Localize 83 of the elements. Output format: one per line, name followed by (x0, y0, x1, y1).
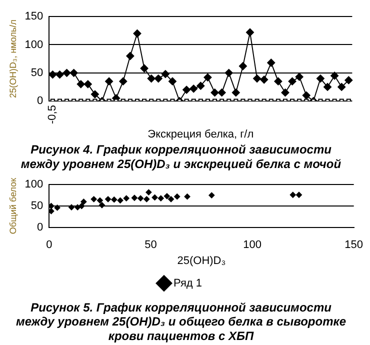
point (152, 194, 158, 200)
point (126, 52, 134, 60)
point (123, 195, 130, 202)
point (174, 194, 180, 200)
point (144, 196, 150, 202)
point (78, 203, 85, 209)
text: Рисунок 5. График корреляционной зависимости между уровнем 25(OH)D₃ и общего белка в сыворотке крови пациентов с ХБП (16, 300, 346, 344)
y-tick-label: 100 (24, 178, 44, 191)
point (344, 76, 353, 84)
point (105, 196, 112, 202)
y-tick-label: 50 (30, 66, 44, 79)
point (140, 64, 148, 72)
point (316, 74, 324, 83)
point (302, 91, 310, 100)
point (96, 197, 103, 204)
point (98, 202, 105, 208)
point (158, 195, 164, 202)
y-tick-label: 150 (24, 10, 44, 23)
point (111, 196, 118, 203)
point (288, 77, 296, 86)
point (296, 192, 302, 198)
y-tick-label: 0 (37, 95, 44, 108)
point (154, 74, 162, 83)
point (274, 77, 282, 86)
point (90, 90, 99, 98)
y-axis-title: 25(OH)D₃, нмоль/л (8, 20, 18, 98)
point (146, 189, 152, 196)
point (164, 193, 170, 200)
point (218, 88, 226, 97)
point (208, 192, 215, 198)
point (210, 88, 219, 97)
point (74, 204, 81, 210)
point (80, 198, 87, 205)
point (267, 58, 276, 67)
point (196, 82, 205, 90)
point (84, 80, 92, 88)
point (56, 70, 64, 79)
point (70, 68, 78, 77)
point (119, 77, 128, 86)
y-tick-label: 0 (37, 221, 44, 234)
point (295, 72, 304, 81)
x-tick-label: 100 (243, 239, 262, 252)
point (49, 203, 54, 209)
point (49, 208, 54, 214)
point (338, 82, 346, 91)
point (117, 197, 124, 204)
point (138, 195, 144, 202)
point (224, 68, 233, 77)
point (90, 196, 97, 202)
point (182, 86, 191, 94)
x-axis-title: 25(OH)D₃ (177, 255, 226, 268)
point (290, 192, 296, 198)
point (253, 74, 262, 83)
x-tick-label: 0 (46, 239, 52, 252)
point (105, 77, 114, 86)
point (168, 196, 174, 202)
x-tick-label: 50 (144, 239, 157, 252)
point (76, 80, 85, 88)
point (281, 88, 290, 97)
point (147, 74, 156, 83)
point (48, 70, 57, 79)
x-tick-label: 150 (344, 239, 364, 252)
y-axis-title: Общий белок (8, 178, 18, 234)
point (204, 73, 212, 82)
text: Рисунок 4. График корреляционной зависимости между уровнем 25(OH)D₃ и экскрецией белка с мочой (20, 142, 342, 172)
point (184, 194, 190, 200)
point (238, 62, 247, 70)
x-axis-title: Экскреция белка, г/л (148, 128, 254, 141)
x-tick-label: -0,5 (46, 105, 59, 124)
point (54, 204, 60, 211)
point (68, 204, 74, 210)
y-tick-label: 100 (24, 38, 44, 51)
y-tick-label: 50 (30, 200, 44, 212)
point (131, 194, 138, 201)
point (232, 88, 240, 97)
point (168, 77, 176, 86)
point (330, 72, 339, 80)
point (324, 82, 332, 91)
point (260, 76, 268, 84)
point (62, 68, 71, 77)
legend-label: Ряд 1 (173, 277, 202, 290)
point (190, 84, 198, 93)
point (161, 70, 170, 78)
